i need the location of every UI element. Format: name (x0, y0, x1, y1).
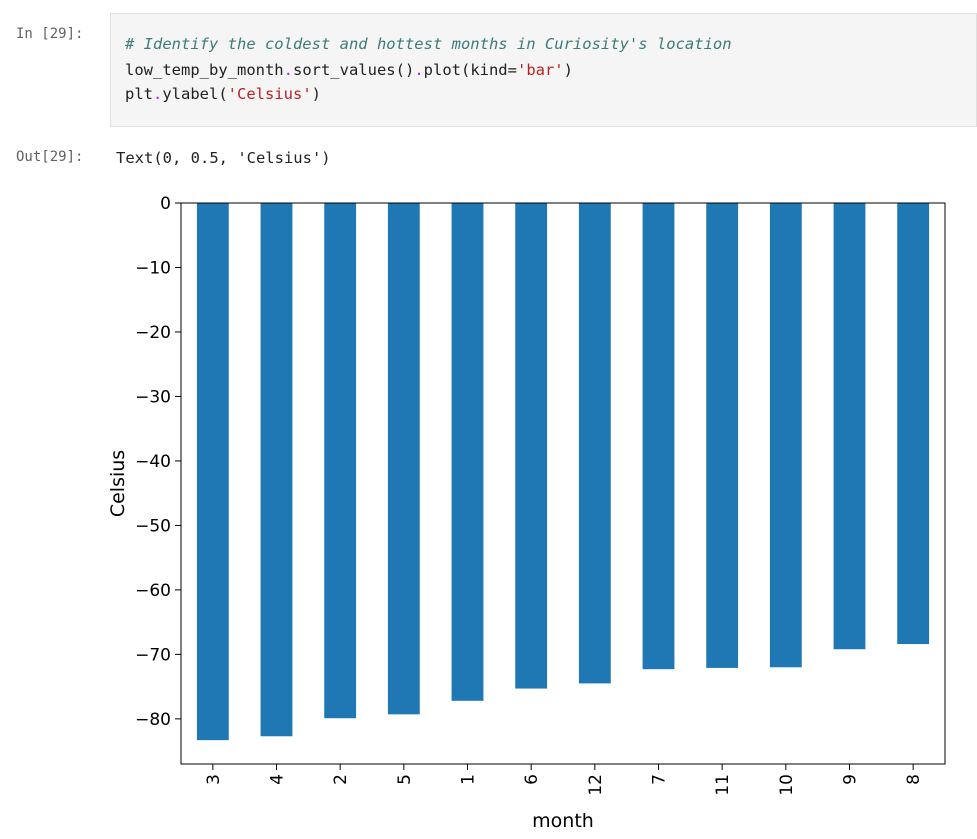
bar-month-6 (515, 203, 548, 689)
y-tick-label: −60 (135, 581, 171, 601)
code-token: plot(kind= (423, 61, 517, 79)
plot-frame (180, 202, 946, 765)
x-tick-label: 1 (459, 774, 479, 785)
bar-month-5 (387, 203, 420, 715)
y-tick-label: −50 (135, 516, 171, 536)
y-tick-label: −20 (135, 323, 171, 343)
x-tick-label: 2 (331, 774, 351, 785)
code-string: 'bar' (516, 61, 564, 79)
x-tick-label: 10 (777, 774, 797, 796)
code-string: 'Celsius' (227, 85, 312, 103)
code-token: low_temp_by_month (125, 61, 284, 79)
y-tick-label: −40 (135, 452, 171, 472)
code-token: ) (563, 61, 573, 79)
x-tick-label: 3 (204, 774, 224, 785)
x-tick-label: 8 (904, 774, 924, 785)
x-tick-label: 9 (841, 774, 861, 785)
x-axis-label: month (532, 810, 594, 832)
code-cell[interactable]: # Identify the coldest and hottest month… (110, 13, 977, 127)
y-tick-label: 0 (160, 194, 171, 214)
bar-month-1 (451, 203, 484, 701)
bar-month-4 (260, 203, 293, 737)
input-prompt: In [29]: (16, 26, 84, 42)
x-tick-label: 6 (522, 774, 542, 785)
x-tick-label: 12 (586, 774, 606, 796)
code-token: sort_values() (292, 61, 415, 79)
x-tick-label: 4 (268, 774, 288, 785)
x-tick-label: 11 (713, 774, 733, 796)
code-line-plot: low_temp_by_month.sort_values().plot(kin… (125, 61, 573, 79)
bar-month-8 (897, 203, 930, 645)
bars-group (196, 203, 930, 741)
bar-month-7 (642, 203, 675, 670)
bar-month-3 (196, 203, 229, 741)
output-text: Text(0, 0.5, 'Celsius') (116, 149, 331, 167)
x-tick-label: 5 (395, 774, 415, 785)
y-axis-ticks: 0 −10 −20 −30 −40 −50 −60 −70 −80 (135, 194, 181, 730)
code-line-ylabel: plt.ylabel('Celsius') (125, 85, 322, 103)
y-tick-label: −30 (135, 387, 171, 407)
y-tick-label: −70 (135, 645, 171, 665)
bar-month-10 (769, 203, 802, 668)
x-tick-label: 7 (650, 774, 670, 785)
x-axis-ticks: 3 4 2 5 1 6 12 7 11 10 9 8 (204, 764, 924, 796)
bar-month-2 (324, 203, 357, 719)
code-comment-line: # Identify the coldest and hottest month… (125, 35, 732, 53)
bar-month-11 (706, 203, 739, 668)
y-tick-label: −10 (135, 258, 171, 278)
code-token: ylabel( (162, 85, 228, 103)
bar-month-12 (578, 203, 611, 684)
bar-month-9 (833, 203, 866, 650)
output-prompt: Out[29]: (16, 149, 84, 165)
y-tick-label: −80 (135, 710, 171, 730)
y-axis-label: Celsius (107, 450, 129, 517)
code-token: ) (311, 85, 322, 103)
code-token: plt (125, 85, 153, 103)
